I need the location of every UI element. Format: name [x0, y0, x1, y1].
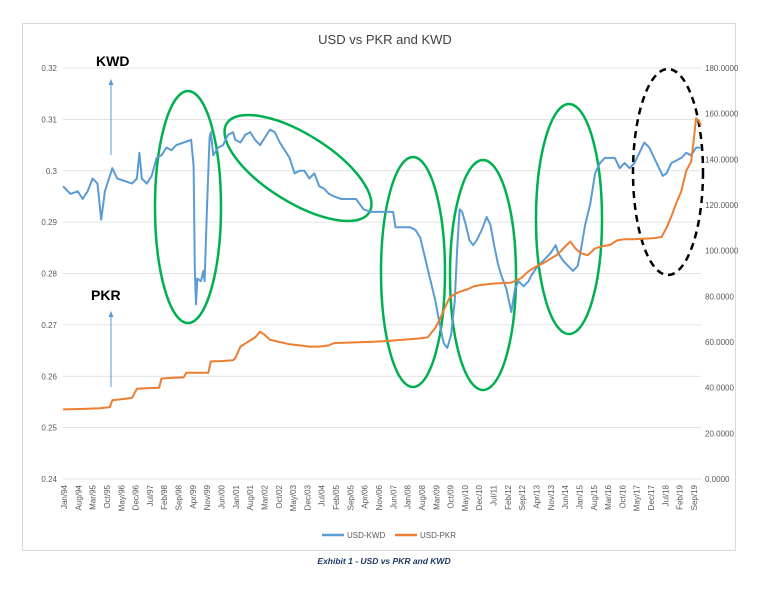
pkr-annotation-label: PKR [91, 287, 121, 303]
x-axis-tick-label: Oct/09 [447, 484, 456, 508]
x-axis-tick-label: Feb/19 [676, 484, 685, 509]
x-axis-tick-label: May/96 [117, 484, 126, 511]
right-axis-tick-label: 0.0000 [705, 475, 730, 484]
exhibit-caption: Exhibit 1 - USD vs PKR and KWD [317, 556, 451, 566]
x-axis-tick-label: Aug/08 [418, 484, 427, 510]
highlight-ellipse [534, 102, 604, 336]
right-axis-tick-label: 20.0000 [705, 429, 734, 438]
left-axis-tick-label: 0.24 [41, 475, 57, 484]
x-axis-tick-label: Dec/17 [647, 484, 656, 510]
x-axis-tick-label: Feb/98 [160, 484, 169, 509]
series-lines [62, 117, 702, 411]
x-axis-tick-label: Jun/07 [389, 484, 398, 509]
x-axis-tick-label: Mar/09 [432, 484, 441, 509]
x-axis-tick-label: Sep/05 [346, 484, 355, 510]
left-axis-tick-label: 0.25 [41, 424, 57, 433]
left-axis-tick-label: 0.31 [41, 115, 57, 124]
highlight-ellipse [153, 89, 223, 325]
x-axis-tick-label: Oct/02 [275, 484, 284, 508]
gridlines [63, 67, 701, 480]
x-axis-tick-label: Jul/18 [661, 484, 670, 506]
highlight-ellipse [223, 113, 373, 223]
right-axis-tick-label: 160.0000 [705, 110, 739, 119]
x-axis-tick-label: Dec/10 [475, 484, 484, 510]
x-axis-tick-label: Oct/16 [618, 484, 627, 508]
chart-title: USD vs PKR and KWD [318, 32, 452, 47]
highlight-ellipses [153, 67, 705, 392]
x-axis-tick-label: Mar/95 [89, 484, 98, 509]
x-axis-tick-label: May/10 [461, 484, 470, 511]
series-line-usd-kwd [62, 128, 701, 349]
left-axis-tick-label: 0.3 [46, 167, 58, 176]
left-axis-tick-label: 0.32 [41, 64, 57, 73]
x-axis-tick-label: Sep/19 [690, 484, 699, 510]
highlight-ellipse [379, 155, 447, 389]
right-axis-tick-label: 80.0000 [705, 292, 734, 301]
x-axis-tick-label: Apr/06 [361, 484, 370, 508]
kwd-arrow-head [108, 79, 114, 85]
x-axis-tick-label: Jun/14 [561, 484, 570, 509]
x-axis-tick-label: Jul/04 [318, 484, 327, 506]
right-axis-tick-label: 180.0000 [705, 64, 739, 73]
pkr-arrow-head [108, 311, 114, 317]
x-axis-tick-label: Apr/13 [533, 484, 542, 508]
x-axis: Jan/94 Aug/94 Mar/95 Oct/95 May/96 Dec/96 Jul/… [60, 484, 699, 511]
legend-label-pkr: USD-PKR [420, 531, 456, 540]
left-axis-tick-label: 0.28 [41, 270, 57, 279]
right-axis-tick-label: 60.0000 [705, 338, 734, 347]
x-axis-tick-label: Sep/98 [175, 484, 184, 510]
kwd-annotation-label: KWD [96, 53, 129, 69]
x-axis-tick-label: Apr/99 [189, 484, 198, 508]
x-axis-tick-label: Feb/05 [332, 484, 341, 509]
dashed-highlight-ellipse [631, 67, 705, 277]
series-line-usd-pkr [62, 117, 702, 411]
x-axis-tick-label: Dec/96 [132, 484, 141, 510]
x-axis-tick-label: Nov/99 [203, 484, 212, 510]
x-axis-tick-label: Dec/03 [303, 484, 312, 510]
x-axis-tick-label: Jun/00 [218, 484, 227, 509]
legend-label-kwd: USD-KWD [347, 531, 385, 540]
chart-frame [22, 23, 736, 551]
x-axis-tick-label: Nov/13 [547, 484, 556, 510]
x-axis-tick-label: Mar/16 [604, 484, 613, 509]
x-axis-tick-label: Aug/94 [74, 484, 83, 510]
x-axis-tick-label: Jan/15 [575, 484, 584, 509]
right-axis-tick-label: 40.0000 [705, 384, 734, 393]
x-axis-tick-label: Oct/95 [103, 484, 112, 508]
left-axis: 0.24 0.25 0.26 0.27 0.28 0.29 0.3 0.31 0.32 [41, 64, 57, 484]
legend: USD-KWD USD-PKR [322, 531, 456, 540]
x-axis-tick-label: Jan/01 [232, 484, 241, 509]
right-axis-tick-label: 140.0000 [705, 155, 739, 164]
x-axis-tick-label: May/03 [289, 484, 298, 511]
right-axis-tick-label: 100.0000 [705, 247, 739, 256]
left-axis-tick-label: 0.29 [41, 218, 57, 227]
x-axis-tick-label: Nov/06 [375, 484, 384, 510]
left-axis-tick-label: 0.26 [41, 372, 57, 381]
x-axis-tick-label: Jan/94 [60, 484, 69, 509]
left-axis-tick-label: 0.27 [41, 321, 57, 330]
x-axis-tick-label: Aug/01 [246, 484, 255, 510]
x-axis-tick-label: May/17 [633, 484, 642, 511]
x-axis-tick-label: Jul/97 [146, 484, 155, 506]
right-axis-tick-label: 120.0000 [705, 201, 739, 210]
x-axis-tick-label: Mar/02 [260, 484, 269, 509]
x-axis-tick-label: Aug/15 [590, 484, 599, 510]
x-axis-tick-label: Jul/11 [490, 484, 499, 505]
x-axis-tick-label: Sep/12 [518, 484, 527, 510]
right-axis: 0.0000 20.0000 40.0000 60.0000 80.0000 100.00… [705, 64, 739, 484]
highlight-ellipse [448, 158, 518, 392]
x-axis-tick-label: Jan/08 [404, 484, 413, 509]
x-axis-tick-label: Feb/12 [504, 484, 513, 509]
